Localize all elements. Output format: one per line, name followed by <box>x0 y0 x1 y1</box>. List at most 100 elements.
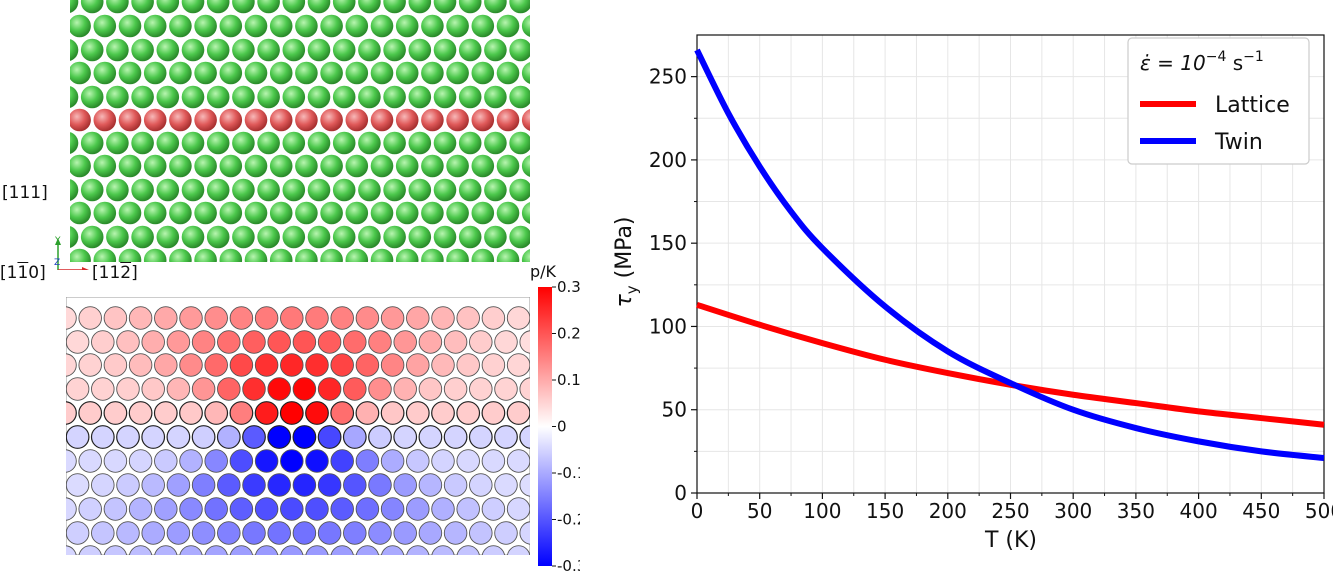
atom-bulk <box>106 38 129 62</box>
displacement-atom <box>116 425 140 449</box>
x-tick-label: 0 <box>691 499 704 523</box>
displacement-atom <box>533 354 556 377</box>
displacement-atom <box>280 306 304 330</box>
displacement-atom <box>128 306 153 330</box>
displacement-atom <box>545 331 568 354</box>
displacement-atom <box>129 545 153 555</box>
displacement-atom <box>380 306 405 330</box>
displacement-atom <box>254 353 279 377</box>
displacement-atom <box>191 425 216 449</box>
atom-twin <box>194 108 217 132</box>
displacement-atom <box>570 378 580 401</box>
atom-bulk <box>496 61 520 85</box>
displacement-atom <box>229 306 254 330</box>
atom-bulk <box>80 178 104 202</box>
displacement-atom <box>179 545 203 555</box>
displacement-atom <box>506 306 530 330</box>
atom-bulk <box>181 131 205 155</box>
displacement-atom <box>242 425 266 449</box>
atom-bulk <box>383 38 406 62</box>
displacement-atom <box>153 401 178 425</box>
atom-bulk <box>509 131 530 155</box>
displacement-atom <box>317 330 342 354</box>
displacement-atom <box>41 474 64 497</box>
atom-bulk <box>219 201 243 225</box>
displacement-atom <box>267 473 291 497</box>
displacement-atom <box>141 473 165 497</box>
displacement-atom <box>406 449 430 473</box>
atom-bulk <box>345 248 369 262</box>
atom-bulk <box>257 131 280 155</box>
atom-bulk <box>206 225 230 249</box>
atom-bulk <box>395 201 419 225</box>
displacement-atom <box>380 497 405 521</box>
displacement-atom <box>242 521 266 545</box>
displacement-atom <box>355 497 380 521</box>
atom-bulk <box>131 225 154 249</box>
y-tick-label: 150 <box>649 231 687 255</box>
atom-bulk <box>471 61 495 85</box>
atom-bulk <box>408 85 432 109</box>
atom-bulk <box>219 248 243 262</box>
x-tick-label: 150 <box>866 499 904 523</box>
displacement-atom <box>570 474 580 497</box>
atom-bulk <box>458 178 482 202</box>
atom-bulk <box>43 202 66 225</box>
legend-label-twin: Twin <box>1214 130 1263 155</box>
displacement-atom <box>103 497 128 521</box>
atom-bulk <box>535 0 541 13</box>
displacement-atom <box>41 378 64 401</box>
atom-bulk <box>458 225 482 249</box>
displacement-atom <box>229 401 254 425</box>
atom-bulk <box>320 201 343 225</box>
displacement-atom <box>103 449 128 473</box>
displacement-atom <box>191 473 216 497</box>
displacement-atom <box>368 473 392 497</box>
colorbar: p/K0.30.20.10-0.1-0.2-0.3 <box>530 262 580 574</box>
atom-bulk <box>93 248 117 262</box>
displacement-atom <box>558 307 580 330</box>
atom-bulk <box>307 178 331 202</box>
displacement-atom <box>545 522 568 545</box>
displacement-atom <box>558 354 580 377</box>
atom-bulk <box>433 85 457 109</box>
atom-bulk <box>257 225 280 249</box>
legend-label-lattice: Lattice <box>1215 93 1290 118</box>
atom-bulk <box>143 61 167 85</box>
atom-bulk <box>269 14 293 38</box>
atom-bulk <box>345 61 369 85</box>
atom-bulk <box>131 38 154 62</box>
displacement-atom <box>456 353 480 377</box>
atom-bulk <box>106 0 129 14</box>
displacement-atom <box>330 497 354 521</box>
displacement-atom <box>29 546 52 569</box>
displacement-atom <box>570 522 580 545</box>
displacement-atom <box>393 425 418 449</box>
displacement-atom <box>469 330 493 354</box>
colorbar-tick-label: 0 <box>557 418 567 436</box>
atom-twin <box>496 108 520 132</box>
displacement-atom <box>380 449 405 473</box>
atom-bulk <box>509 0 530 14</box>
atom-bulk <box>395 61 419 85</box>
atom-bulk <box>181 0 205 14</box>
displacement-atom <box>317 377 342 401</box>
atom-twin <box>320 108 343 132</box>
atom-bulk <box>307 38 331 62</box>
displacement-atom <box>519 473 530 497</box>
displacement-atom <box>468 425 493 449</box>
displacement-atom <box>305 545 329 555</box>
atom-bulk <box>31 132 54 155</box>
atom-bulk <box>70 61 91 85</box>
colorbar-tick-label: 0.3 <box>557 278 580 296</box>
atom-bulk <box>269 154 293 178</box>
atom-bulk <box>509 85 530 109</box>
displacement-atom <box>418 330 443 354</box>
displacement-atom <box>343 330 367 354</box>
displacement-atom <box>78 497 102 521</box>
displacement-atom <box>443 425 468 449</box>
atom-bulk <box>232 131 255 155</box>
displacement-atom <box>166 521 191 545</box>
displacement-atom <box>506 353 530 377</box>
atom-bulk <box>282 0 306 14</box>
